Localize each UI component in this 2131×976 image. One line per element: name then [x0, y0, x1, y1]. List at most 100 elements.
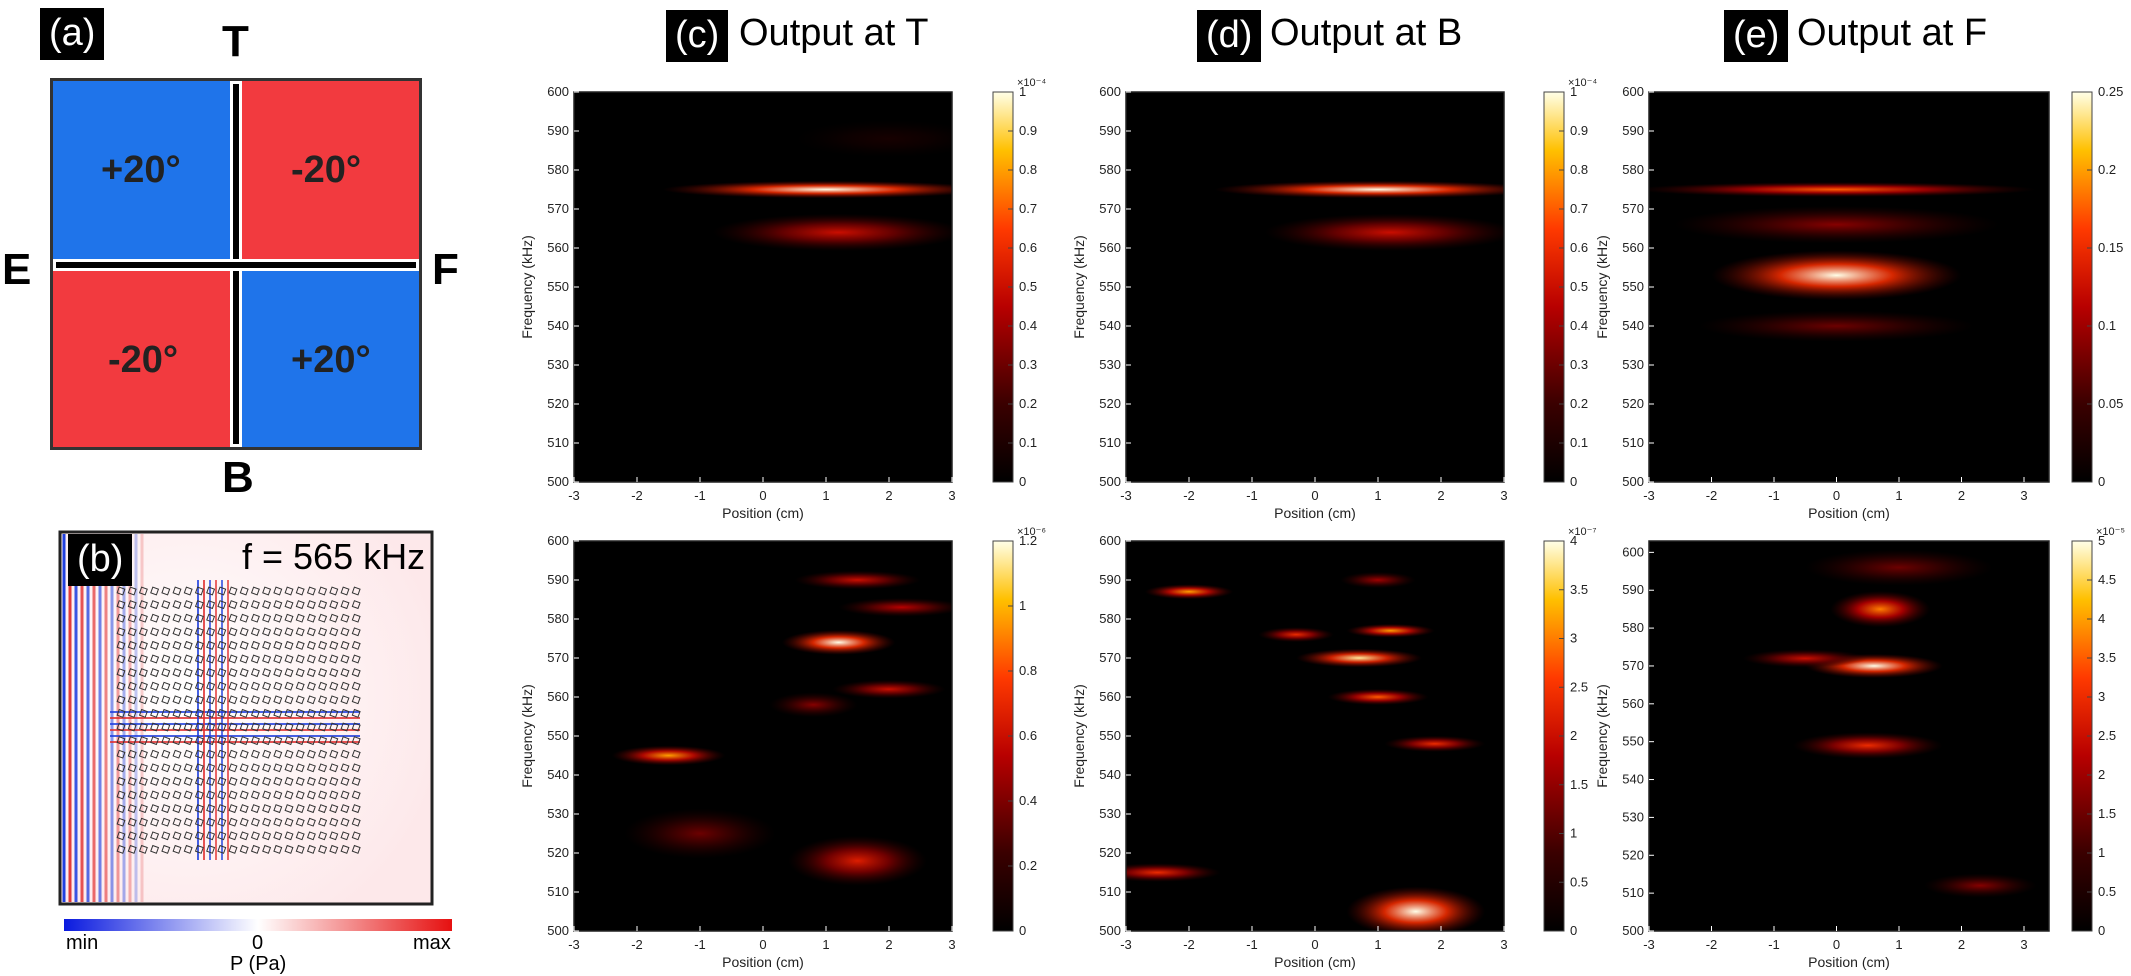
y-tick-label: 520	[1099, 396, 1121, 411]
colorbar-max-label: max	[413, 932, 451, 954]
heatmap-hotspot	[1258, 627, 1334, 643]
y-tick-label: 570	[1099, 201, 1121, 216]
colorbar-tick-label: 0	[1019, 474, 1026, 489]
colorbar-tick-label: 0	[1570, 923, 1577, 938]
colorbar-exponent: ×10⁻⁴	[1568, 77, 1597, 89]
colorbar-tick-label: 0.8	[1019, 162, 1037, 177]
quadrant-top-right	[236, 81, 419, 264]
colorbar-tick-label: 0.1	[1570, 435, 1588, 450]
heatmap-hotspot	[794, 120, 952, 158]
x-tick-label: 0	[1311, 937, 1318, 952]
x-axis-label: Position (cm)	[1274, 505, 1356, 521]
heatmap-hotspot	[1830, 590, 1931, 628]
x-tick-label: -2	[1706, 488, 1718, 503]
colorbar-tick-label: 0.5	[1019, 279, 1037, 294]
heatmap-background	[574, 92, 952, 482]
heatmap-e-top: -3 -2 -1 0 1 2 3 500 510 520 530 540 550 560 570 580 590…	[1594, 84, 2123, 521]
heatmap-hotspot	[1126, 863, 1221, 882]
colorbar-tick-label: 1	[1019, 598, 1026, 613]
y-tick-label: 550	[547, 728, 569, 743]
x-axis-label: Position (cm)	[1808, 505, 1890, 521]
colorbar-tick-label: 1.2	[1019, 533, 1037, 548]
colorbar-exponent: ×10⁻⁴	[1017, 77, 1046, 89]
y-tick-label: 540	[1622, 318, 1644, 333]
x-axis-label: Position (cm)	[722, 505, 804, 521]
x-tick-label: -1	[694, 488, 706, 503]
heatmap-hotspot	[1327, 688, 1429, 706]
y-tick-label: 590	[547, 572, 569, 587]
colorbar	[992, 540, 1014, 932]
colorbar-tick-label: 0.6	[1019, 728, 1037, 743]
y-tick-label: 550	[1099, 728, 1121, 743]
pressure-colorbar	[64, 919, 452, 931]
y-tick-label: 510	[547, 884, 569, 899]
heatmap-hotspot	[838, 597, 952, 617]
y-tick-label: 590	[1622, 582, 1644, 597]
x-tick-label: -3	[1120, 488, 1132, 503]
colorbar-tick-label: 0.9	[1570, 123, 1588, 138]
panel-e-tag: (e)	[1724, 10, 1789, 62]
y-axis-label: Frequency (kHz)	[519, 235, 535, 338]
quadrant-top-left	[53, 81, 236, 264]
y-tick-label: 560	[1622, 240, 1644, 255]
heatmap-hotspot	[1792, 732, 1943, 759]
y-tick-label: 510	[547, 435, 569, 450]
angle-top-left: +20°	[101, 149, 181, 191]
angle-bottom-right: +20°	[291, 339, 371, 381]
y-tick-label: 520	[1622, 396, 1644, 411]
x-tick-label: -1	[1246, 488, 1258, 503]
x-axis-label: Position (cm)	[1808, 954, 1890, 970]
heatmap-hotspot	[1346, 886, 1486, 931]
colorbar-tick-label: 0.05	[2098, 396, 2123, 411]
heatmap-hotspot	[1805, 549, 1993, 586]
heatmap-blobs	[662, 120, 952, 252]
heatmap-hotspot	[1346, 623, 1435, 638]
y-tick-label: 530	[1622, 357, 1644, 372]
heatmap-hotspot	[794, 570, 921, 590]
x-tick-label: 0	[759, 488, 766, 503]
colorbar-tick-label: 2.5	[1570, 679, 1588, 694]
x-tick-label: -3	[1643, 488, 1655, 503]
y-tick-label: 550	[1099, 279, 1121, 294]
heatmap-hotspot	[1924, 873, 2037, 898]
x-tick-label: 2	[885, 937, 892, 952]
colorbar-tick-label: 4	[2098, 611, 2105, 626]
colorbar-tick-label: 0.2	[1019, 858, 1037, 873]
y-axis-label: Frequency (kHz)	[519, 684, 535, 787]
y-axis-label: Frequency (kHz)	[1071, 235, 1087, 338]
y-tick-label: 570	[1099, 650, 1121, 665]
y-tick-label: 520	[1099, 845, 1121, 860]
heatmap-hotspot	[1674, 205, 1999, 244]
x-tick-label: -1	[1246, 937, 1258, 952]
x-tick-label: 0	[759, 937, 766, 952]
y-tick-label: 580	[1622, 162, 1644, 177]
y-tick-label: 560	[547, 689, 569, 704]
heatmap-hotspot	[1649, 182, 2037, 197]
heatmap-hotspot	[781, 629, 896, 655]
x-tick-label: 2	[1437, 937, 1444, 952]
y-tick-label: 600	[1099, 84, 1121, 99]
y-tick-label: 540	[547, 767, 569, 782]
heatmap-hotspot	[1805, 653, 1943, 679]
colorbar-tick-label: 0.2	[2098, 162, 2116, 177]
colorbar-tick-label: 1	[1570, 84, 1577, 99]
x-tick-label: -2	[631, 937, 643, 952]
heatmap-hotspot	[769, 692, 858, 718]
x-tick-label: -1	[1768, 937, 1780, 952]
x-tick-label: 3	[948, 488, 955, 503]
colorbar-exponent: ×10⁻⁵	[2096, 526, 2125, 538]
colorbar-exponent: ×10⁻⁷	[1568, 526, 1596, 538]
colorbar-tick-label: 1	[1570, 826, 1577, 841]
y-tick-label: 590	[547, 123, 569, 138]
y-axis-label: Frequency (kHz)	[1594, 235, 1610, 338]
y-tick-label: 530	[1622, 809, 1644, 824]
y-tick-label: 530	[547, 806, 569, 821]
colorbar-tick-label: 0.2	[1019, 396, 1037, 411]
y-tick-label: 580	[1622, 620, 1644, 635]
colorbar-tick-label: 0	[2098, 923, 2105, 938]
colorbar-tick-label: 0.6	[1570, 240, 1588, 255]
colorbar-tick-label: 0.5	[1570, 279, 1588, 294]
colorbar-tick-label: 0.6	[1019, 240, 1037, 255]
colorbar-tick-label: 0.3	[1570, 357, 1588, 372]
colorbar-tick-label: 2.5	[2098, 728, 2116, 743]
